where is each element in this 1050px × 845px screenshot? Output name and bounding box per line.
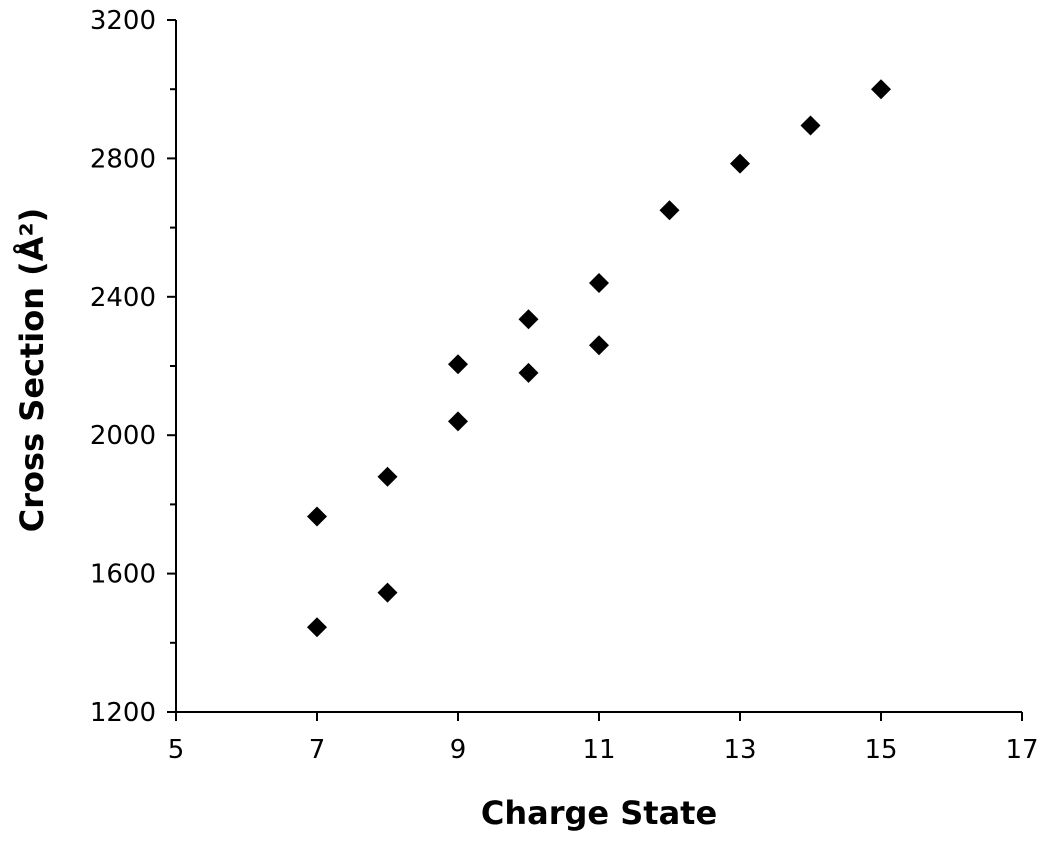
data-point-marker: [377, 582, 398, 603]
data-point-marker: [589, 335, 609, 356]
x-tick-label: 9: [450, 735, 467, 765]
data-point-marker: [307, 617, 327, 638]
data-point-marker: [730, 153, 750, 174]
x-axis-title: Charge State: [481, 794, 717, 832]
data-point-marker: [518, 362, 539, 383]
data-points: [307, 79, 891, 638]
y-tick-label: 2400: [90, 283, 156, 313]
data-point-marker: [307, 506, 327, 527]
x-tick-label: 11: [582, 735, 615, 765]
y-tick-label: 2800: [90, 144, 156, 174]
data-point-marker: [448, 411, 468, 432]
x-tick-label: 5: [168, 735, 185, 765]
y-tick-label: 1600: [90, 560, 156, 590]
x-tick-label: 13: [723, 735, 756, 765]
data-point-marker: [659, 200, 680, 221]
x-axis-ticks: 5 7 9 11 13 15 17: [168, 712, 1039, 765]
x-tick-label: 15: [864, 735, 897, 765]
data-point-marker: [871, 79, 891, 100]
y-tick-label: 1200: [90, 698, 156, 728]
data-point-marker: [589, 272, 609, 293]
y-axis-title: Cross Section (Å²): [13, 208, 51, 532]
x-tick-label: 17: [1005, 735, 1038, 765]
y-axis-ticks: 1200 1600 2000 2400 2800 3200: [90, 6, 176, 728]
y-tick-label: 3200: [90, 6, 156, 36]
data-point-marker: [377, 466, 398, 487]
data-point-marker: [518, 309, 539, 330]
y-tick-label: 2000: [90, 421, 156, 451]
data-point-marker: [448, 354, 468, 375]
data-point-marker: [800, 115, 821, 136]
x-tick-label: 7: [309, 735, 326, 765]
